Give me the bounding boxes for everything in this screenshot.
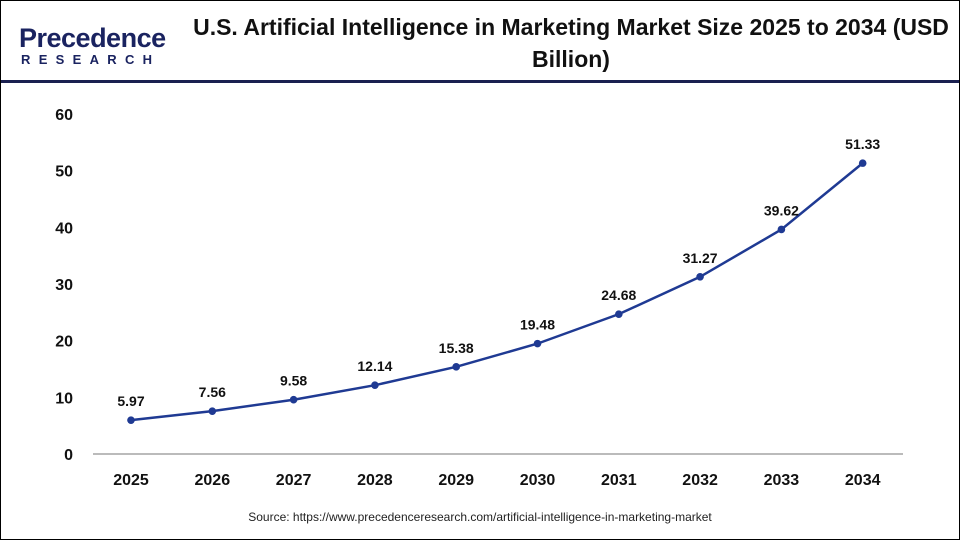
x-tick-label: 2031	[601, 472, 637, 489]
chart-title: U.S. Artificial Intelligence in Marketin…	[193, 14, 949, 72]
data-point	[127, 416, 135, 424]
data-label: 15.38	[439, 340, 474, 356]
y-tick-label: 40	[55, 220, 73, 237]
y-tick-label: 60	[55, 107, 73, 124]
data-label: 7.56	[199, 384, 226, 400]
series-line	[130, 162, 864, 422]
data-point	[533, 339, 542, 348]
x-tick-label: 2026	[195, 472, 231, 489]
x-tick-label: 2034	[845, 472, 881, 489]
data-point	[696, 273, 704, 281]
data-label: 39.62	[764, 202, 799, 218]
logo-subtext: RESEARCH	[21, 52, 161, 67]
data-label: 31.27	[683, 250, 718, 266]
data-point	[289, 395, 298, 404]
x-tick-label: 2032	[682, 472, 718, 489]
data-label: 5.97	[117, 393, 144, 409]
precedence-research-logo: Precedence RESEARCH	[15, 23, 166, 67]
data-label: 19.48	[520, 317, 555, 333]
logo-text: Precedence	[19, 23, 166, 53]
x-tick-label: 2027	[276, 472, 312, 489]
y-tick-label: 50	[55, 164, 73, 181]
x-tick-label: 2030	[520, 472, 556, 489]
data-point	[208, 407, 217, 415]
y-tick-label: 0	[64, 447, 73, 464]
header-divider	[1, 80, 959, 83]
data-label: 9.58	[280, 373, 307, 389]
source-text: Source: https://www.precedenceresearch.c…	[248, 510, 712, 524]
data-point	[615, 310, 623, 318]
x-tick-label: 2025	[113, 472, 149, 489]
data-point	[371, 381, 379, 390]
data-label: 24.68	[601, 287, 636, 303]
y-tick-label: 10	[55, 390, 73, 407]
data-point	[858, 159, 867, 167]
y-tick-label: 30	[55, 277, 73, 294]
data-point	[452, 363, 461, 371]
x-tick-label: 2033	[764, 472, 800, 489]
x-tick-label: 2028	[357, 472, 393, 489]
data-point	[777, 225, 786, 234]
y-tick-label: 20	[55, 334, 73, 351]
data-label: 51.33	[845, 136, 880, 152]
x-tick-label: 2029	[438, 472, 474, 489]
data-label: 12.14	[357, 358, 392, 374]
